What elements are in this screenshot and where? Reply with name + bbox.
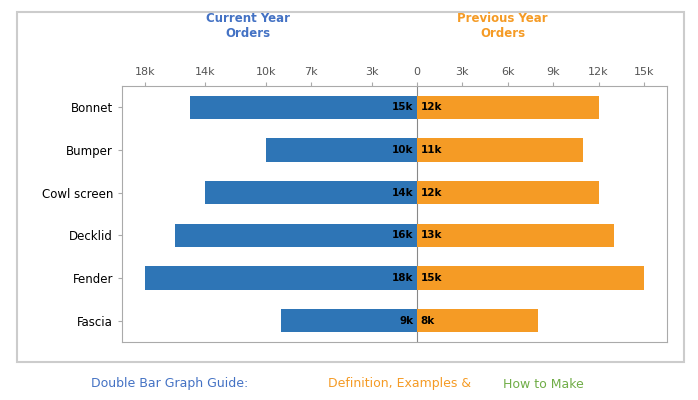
- Text: 18k: 18k: [392, 273, 413, 283]
- Bar: [266, 138, 417, 162]
- Bar: [175, 224, 417, 247]
- Text: 14k: 14k: [392, 188, 413, 198]
- Bar: [417, 224, 614, 247]
- Bar: [281, 309, 417, 332]
- Bar: [144, 266, 417, 290]
- Text: Double Bar Graph Guide:: Double Bar Graph Guide:: [91, 378, 252, 390]
- Text: Definition, Examples &: Definition, Examples &: [328, 378, 475, 390]
- Bar: [205, 181, 417, 204]
- Bar: [417, 138, 584, 162]
- Text: 12k: 12k: [421, 102, 443, 112]
- Bar: [190, 96, 417, 119]
- Text: 13k: 13k: [421, 230, 443, 240]
- Text: 15k: 15k: [392, 102, 413, 112]
- Text: Current Year
Orders: Current Year Orders: [206, 12, 290, 40]
- Bar: [417, 96, 599, 119]
- Text: How to Make: How to Make: [503, 378, 584, 390]
- Text: 10k: 10k: [392, 145, 413, 155]
- Text: 11k: 11k: [421, 145, 443, 155]
- Text: 16k: 16k: [392, 230, 413, 240]
- Bar: [417, 181, 599, 204]
- Text: 9k: 9k: [399, 316, 413, 326]
- Bar: [417, 266, 644, 290]
- Bar: [417, 309, 538, 332]
- Text: 12k: 12k: [421, 188, 443, 198]
- Text: 15k: 15k: [421, 273, 443, 283]
- Text: 8k: 8k: [421, 316, 435, 326]
- Text: Previous Year
Orders: Previous Year Orders: [457, 12, 548, 40]
